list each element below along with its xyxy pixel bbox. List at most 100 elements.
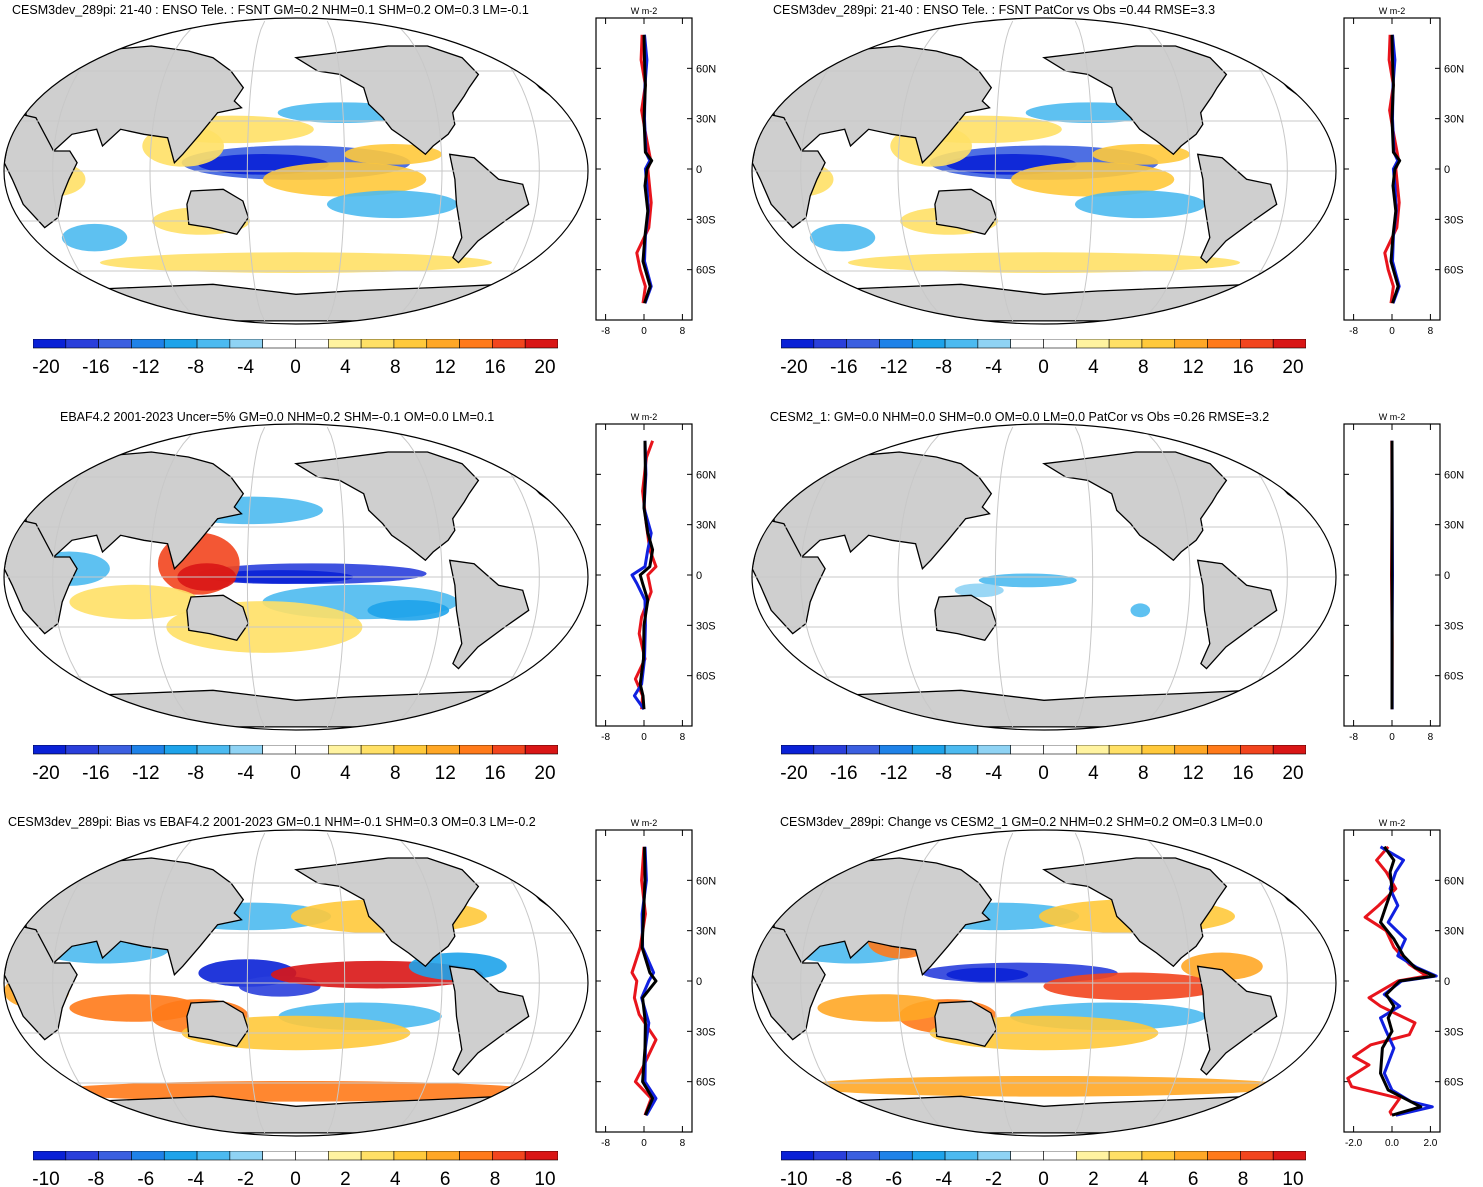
continent-australia: [186, 188, 250, 236]
colorbar-swatch: [459, 339, 493, 349]
colorbar-swatch: [911, 339, 946, 349]
colorbar-label: 12: [435, 357, 456, 378]
colorbar-swatch: [911, 745, 946, 755]
colorbar: -10 -8 -6 -4 -2 0 2 4 6 8 10: [33, 1151, 558, 1187]
longitude-gridline: [897, 20, 951, 322]
longitude-gridline: [149, 832, 203, 1134]
profile-units-label: W m-2: [1379, 412, 1406, 422]
colorbar-swatch: [813, 1151, 847, 1161]
colorbar-swatch: [1174, 1151, 1208, 1161]
profile-xtick-label: -8: [601, 326, 610, 337]
continent-namerica: [1042, 857, 1228, 968]
longitude-gridline: [452, 426, 540, 728]
profile-line-black: [640, 846, 658, 1116]
longitude-gridline: [800, 426, 888, 728]
colorbar-swatch: [781, 1151, 815, 1161]
profile-lat-label: 0: [696, 976, 702, 988]
anomaly-region: [946, 967, 1029, 982]
colorbar-label: 4: [340, 357, 351, 378]
colorbar-label: -16: [82, 763, 109, 784]
profile-xtick-label: 0: [641, 1138, 647, 1149]
colorbar-swatch: [393, 1151, 428, 1161]
colorbar-label: 20: [534, 763, 555, 784]
longitude-gridline: [800, 20, 888, 322]
colorbar-swatch: [1043, 1151, 1077, 1161]
colorbar: -20 -16 -12 -8 -4 0 4 8 12 16 20: [781, 339, 1306, 378]
colorbar-swatch: [229, 745, 263, 755]
colorbar-swatch: [262, 745, 296, 755]
profile-lat-label: 0: [1444, 164, 1450, 176]
anomaly-region: [817, 994, 949, 1022]
colorbar-label: 10: [1282, 1169, 1303, 1187]
colorbar-swatch: [163, 339, 198, 349]
profile-xtick-label: -8: [601, 1138, 610, 1149]
longitude-gridline: [1074, 426, 1094, 728]
colorbar-swatch: [846, 339, 880, 349]
colorbar-swatch: [1174, 745, 1208, 755]
colorbar-label: -4: [187, 1169, 204, 1187]
profile-lat-label: 60N: [696, 469, 716, 481]
profile-lat-label: 60S: [696, 265, 716, 277]
longitude-gridline: [1137, 426, 1191, 728]
longitude-gridline: [1200, 426, 1288, 728]
longitude-gridline: [326, 832, 346, 1134]
colorbar-label: 16: [485, 357, 506, 378]
anomaly-region: [69, 584, 201, 620]
profile-xtick-label: 8: [680, 732, 686, 743]
profile-lat-label: 60N: [1444, 469, 1464, 481]
colorbar-swatch: [1207, 1151, 1241, 1161]
profile-units-label: W m-2: [631, 6, 658, 16]
colorbar-label: 0: [1038, 763, 1049, 784]
continent-samerica: [1196, 559, 1278, 670]
longitude-gridline: [52, 426, 140, 728]
colorbar-swatch: [131, 745, 165, 755]
profile-lat-label: 30N: [1444, 114, 1464, 126]
colorbar-swatch: [1010, 745, 1044, 755]
colorbar-swatch: [262, 339, 296, 349]
profile-line-black: [641, 34, 654, 304]
colorbar-swatch: [65, 339, 99, 349]
longitude-gridline: [149, 426, 203, 728]
colorbar-swatch: [977, 1151, 1011, 1161]
colorbar-label: -12: [880, 763, 907, 784]
continent-namerica: [1042, 45, 1228, 156]
colorbar-label: -20: [781, 357, 808, 378]
anomaly-region: [1074, 190, 1206, 219]
colorbar-label: 16: [1233, 763, 1254, 784]
colorbar-label: -20: [33, 763, 60, 784]
anomaly-region: [1043, 972, 1224, 1001]
colorbar-swatch: [1141, 1151, 1176, 1161]
colorbar-swatch: [393, 339, 428, 349]
colorbar-swatch: [426, 1151, 460, 1161]
colorbar-swatch: [33, 1151, 67, 1161]
map-border: [3, 17, 589, 325]
profile-lat-label: 30N: [696, 926, 716, 938]
colorbar-label: 4: [390, 1169, 401, 1187]
colorbar-label: 4: [340, 763, 351, 784]
map-border: [751, 829, 1337, 1137]
colorbar-label: 16: [1233, 357, 1254, 378]
profile-units-label: W m-2: [631, 818, 658, 828]
colorbar-swatch: [1108, 1151, 1143, 1161]
colorbar-swatch: [879, 1151, 913, 1161]
panel-title: EBAF4.2 2001-2023 Uncer=5% GM=0.0 NHM=0.…: [60, 410, 495, 424]
continent-australia: [186, 594, 250, 642]
map-border: [751, 423, 1337, 731]
colorbar-swatch: [393, 745, 428, 755]
profile-lat-label: 60S: [696, 671, 716, 683]
longitude-gridline: [1074, 832, 1094, 1134]
colorbar-swatch: [1141, 745, 1176, 755]
colorbar-swatch: [1240, 339, 1274, 349]
longitude-gridline: [1074, 20, 1094, 322]
world-map: [751, 829, 1337, 1137]
map-border: [3, 829, 589, 1137]
profile-lat-label: 60S: [696, 1077, 716, 1089]
profile-xtick-label: 0.0: [1385, 1138, 1399, 1149]
profile-line-black: [1389, 34, 1402, 304]
continent-namerica: [294, 451, 480, 562]
colorbar-swatch: [65, 745, 99, 755]
colorbar-label: 2: [1088, 1169, 1099, 1187]
longitude-gridline: [389, 20, 443, 322]
colorbar-label: 12: [1183, 357, 1204, 378]
world-map: [751, 423, 1337, 731]
